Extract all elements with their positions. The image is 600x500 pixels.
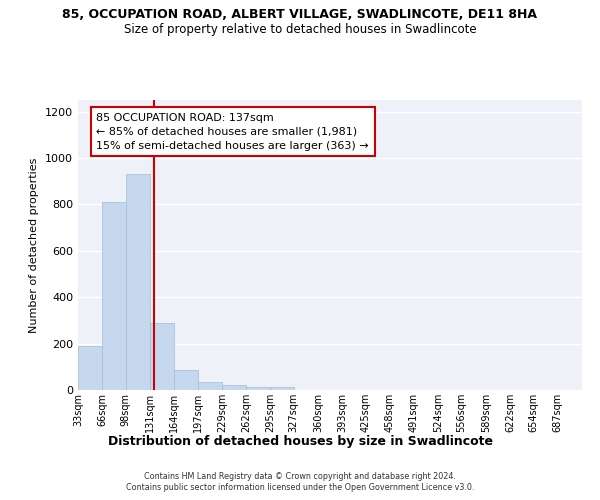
Text: 85 OCCUPATION ROAD: 137sqm
← 85% of detached houses are smaller (1,981)
15% of s: 85 OCCUPATION ROAD: 137sqm ← 85% of deta… [97,113,369,151]
Bar [125,174,150,390]
Bar [270,387,295,390]
Text: Size of property relative to detached houses in Swadlincote: Size of property relative to detached ho… [124,22,476,36]
Text: 85, OCCUPATION ROAD, ALBERT VILLAGE, SWADLINCOTE, DE11 8HA: 85, OCCUPATION ROAD, ALBERT VILLAGE, SWA… [62,8,538,20]
Text: Distribution of detached houses by size in Swadlincote: Distribution of detached houses by size … [107,435,493,448]
Bar [78,346,102,390]
Y-axis label: Number of detached properties: Number of detached properties [29,158,40,332]
Bar [174,370,199,390]
Text: Contains HM Land Registry data © Crown copyright and database right 2024.
Contai: Contains HM Land Registry data © Crown c… [126,472,474,492]
Bar [246,386,270,390]
Bar [199,382,222,390]
Bar [102,202,125,390]
Bar [222,386,246,390]
Bar [150,322,174,390]
